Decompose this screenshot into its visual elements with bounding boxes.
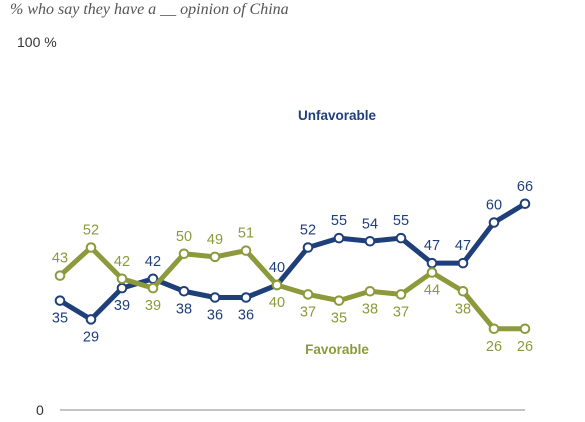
unfavorable-data-label: 36 [207, 308, 223, 324]
favorable-point [85, 242, 97, 253]
unfavorable-data-label: 60 [486, 198, 502, 214]
unfavorable-point [364, 235, 376, 247]
unfavorable-point [457, 257, 469, 269]
favorable-data-label: 40 [269, 295, 285, 311]
unfavorable-data-label: 47 [455, 238, 471, 254]
favorable-data-label: 51 [238, 226, 254, 242]
chart-subtitle: % who say they have a __ opinion of Chin… [10, 1, 289, 18]
unfavorable-data-label: 66 [517, 179, 533, 195]
favorable-data-label: 37 [393, 304, 409, 320]
favorable-data-label: 38 [362, 301, 378, 317]
unfavorable-point [240, 292, 252, 303]
unfavorable-data-label: 55 [331, 213, 347, 229]
favorable-point [178, 248, 190, 260]
favorable-point [457, 285, 469, 297]
unfavorable-point [519, 198, 531, 210]
favorable-data-label: 37 [300, 304, 316, 320]
unfavorable-data-label: 52 [300, 223, 316, 239]
favorable-data-label: 26 [486, 339, 502, 355]
unfavorable-data-label: 29 [83, 329, 99, 345]
favorable-point [240, 245, 252, 256]
unfavorable-data-label: 36 [238, 308, 254, 324]
favorable-data-label: 42 [114, 254, 130, 270]
favorable-point [426, 267, 438, 278]
favorable-data-label: 49 [207, 232, 223, 248]
favorable-point [519, 323, 531, 335]
unfavorable-data-label: 55 [393, 213, 409, 229]
unfavorable-series-label: Unfavorable [298, 108, 377, 123]
favorable-point [54, 270, 66, 281]
favorable-data-label: 44 [424, 283, 440, 299]
unfavorable-data-label: 35 [52, 311, 68, 327]
unfavorable-point [333, 232, 345, 244]
unfavorable-data-label: 47 [424, 238, 440, 254]
unfavorable-point [178, 285, 190, 297]
favorable-data-label: 38 [455, 301, 471, 317]
favorable-data-label: 50 [176, 229, 192, 245]
unfavorable-data-label: 40 [269, 260, 285, 276]
unfavorable-point [395, 232, 407, 244]
favorable-point [333, 295, 345, 306]
favorable-data-label: 39 [145, 298, 161, 314]
unfavorable-data-label: 42 [145, 254, 161, 270]
favorable-series-label: Favorable [305, 342, 369, 357]
unfavorable-point [302, 242, 314, 253]
favorable-point [147, 282, 159, 294]
unfavorable-point [488, 217, 500, 228]
unfavorable-point [426, 257, 438, 269]
favorable-point [488, 323, 500, 335]
favorable-point [302, 289, 314, 300]
favorable-point [364, 285, 376, 297]
unfavorable-point [54, 295, 66, 306]
favorable-data-label: 52 [83, 223, 99, 239]
favorable-data-label: 26 [517, 339, 533, 355]
favorable-data-label: 35 [331, 311, 347, 327]
favorable-point [116, 273, 128, 285]
unfavorable-data-label: 39 [114, 298, 130, 314]
y-tick-label-max: 100 % [17, 34, 57, 50]
unfavorable-point [85, 314, 97, 325]
favorable-point [271, 279, 283, 291]
favorable-point [395, 289, 407, 300]
favorable-data-label: 43 [52, 251, 68, 267]
favorable-line [57, 245, 528, 332]
unfavorable-data-label: 54 [362, 216, 378, 232]
y-tick-label-min: 0 [36, 402, 44, 418]
unfavorable-data-label: 38 [176, 301, 192, 317]
unfavorable-point [116, 282, 128, 294]
unfavorable-point [209, 292, 221, 303]
favorable-point [209, 251, 221, 263]
